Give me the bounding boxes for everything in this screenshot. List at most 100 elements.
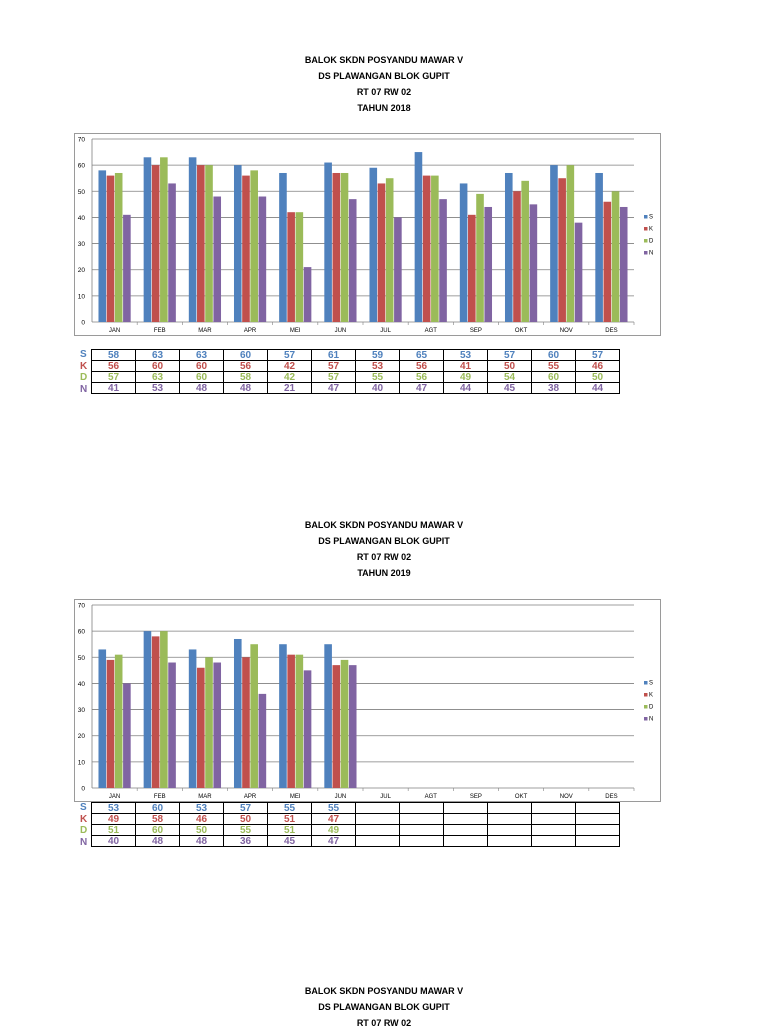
table-cell: 48 (179, 382, 224, 394)
table-cell: 60 (531, 371, 576, 383)
legend-swatch-n (644, 251, 648, 255)
table-row: 51 60 50 55 51 49 (91, 824, 620, 836)
row-label-s: S (80, 802, 87, 813)
legend-label-d: D (649, 239, 654, 245)
table-cell (399, 835, 444, 847)
table-cell: 53 (179, 802, 224, 814)
table-cell: 57 (575, 349, 620, 361)
chart-title-block: BALOK SKDN POSYANDU MAWAR V DS PLAWANGAN… (0, 517, 768, 581)
bar-n-jun (348, 199, 357, 322)
bar-n-mar (213, 662, 222, 788)
bar-s-des (595, 172, 603, 322)
title-line-4: TAHUN 2019 (357, 568, 411, 578)
x-tick-label: MEI (290, 794, 301, 800)
table-cell: 42 (267, 360, 312, 372)
table-cell: 60 (135, 802, 180, 814)
table-cell: 47 (311, 382, 356, 394)
bar-k-feb (151, 165, 160, 322)
x-tick-label: JUL (380, 794, 391, 800)
table-cell: 58 (135, 813, 180, 825)
bar-s-jan (98, 649, 107, 788)
bar-k-feb (151, 636, 160, 788)
bar-n-des (619, 206, 628, 322)
row-label-k: K (80, 813, 88, 825)
table-cell: 57 (223, 802, 268, 814)
table-cell: 60 (135, 824, 180, 836)
x-tick-label: JAN (109, 328, 120, 334)
table-cell (355, 813, 400, 825)
table-cell: 44 (443, 382, 488, 394)
table-cell (399, 813, 444, 825)
bar-k-jun (332, 665, 341, 788)
bar-d-jun (340, 172, 349, 322)
legend-label-s: S (649, 215, 653, 221)
x-tick-label: JAN (109, 794, 120, 800)
row-label-d: D (80, 825, 88, 836)
title-line-1: BALOK SKDN POSYANDU MAWAR V (304, 986, 464, 996)
table-cell: 63 (179, 349, 224, 361)
x-tick-label: MAR (198, 328, 212, 334)
table-cell: 50 (487, 360, 532, 372)
table-cell: 65 (399, 349, 444, 361)
table-cell: 57 (267, 349, 312, 361)
y-tick-label: 10 (78, 759, 86, 766)
table-cell (443, 824, 488, 836)
row-label-k: K (80, 360, 88, 372)
table-cell (487, 835, 532, 847)
table-cell: 45 (487, 382, 532, 394)
title-line-4: TAHUN 2018 (357, 103, 411, 113)
title-line-3: RT 07 RW 02 (356, 552, 412, 562)
x-tick-label: APR (244, 328, 257, 334)
table-cell: 45 (267, 835, 312, 847)
bar-d-jul (385, 178, 394, 322)
table-cell: 57 (311, 360, 356, 372)
table-cell (399, 824, 444, 836)
chart-title-block-3: BALOK SKDN POSYANDU MAWAR V DS PLAWANGAN… (0, 983, 768, 1031)
table-cell: 56 (223, 360, 268, 372)
table-cell (355, 835, 400, 847)
bar-d-mar (205, 165, 213, 322)
table-cell (531, 802, 576, 814)
bar-s-feb (143, 631, 152, 788)
y-tick-label: 20 (78, 267, 86, 274)
table-cell: 55 (267, 802, 312, 814)
x-tick-label: JUN (335, 328, 347, 334)
table-row: 53 60 53 57 55 55 (91, 802, 620, 814)
table-cell: 49 (311, 824, 356, 836)
bar-k-des (603, 201, 612, 322)
bar-n-mei (303, 267, 312, 322)
y-tick-label: 50 (78, 189, 86, 196)
legend-swatch-s (644, 215, 648, 219)
bar-s-nov (550, 165, 558, 322)
table-cell: 60 (223, 349, 268, 361)
table-cell: 44 (575, 382, 620, 394)
table-cell: 55 (311, 802, 356, 814)
bar-k-jun (332, 172, 341, 322)
title-line-2: DS PLAWANGAN BLOK GUPIT (318, 1002, 450, 1012)
table-cell: 41 (91, 382, 136, 394)
x-tick-label: JUL (380, 328, 391, 334)
bar-d-feb (160, 631, 168, 788)
bar-n-jul (394, 217, 402, 322)
x-tick-label: NOV (560, 794, 573, 800)
x-tick-label: FEB (154, 794, 166, 800)
table-cell: 58 (91, 349, 136, 361)
table-cell (575, 824, 620, 836)
table-cell: 49 (91, 813, 136, 825)
table-cell: 60 (135, 360, 180, 372)
table-cell: 38 (531, 382, 576, 394)
bar-s-okt (504, 172, 513, 322)
table-cell (355, 824, 400, 836)
y-tick-label: 30 (78, 241, 86, 248)
table-row: 41 53 48 48 21 47 40 47 44 45 38 44 (91, 382, 620, 394)
table-cell (487, 813, 532, 825)
title-line-2: DS PLAWANGAN BLOK GUPIT (318, 536, 450, 546)
table-cell (531, 813, 576, 825)
table-cell: 51 (267, 824, 312, 836)
bar-d-jan (114, 654, 123, 788)
x-tick-label: MAR (198, 794, 212, 800)
table-cell: 63 (135, 371, 180, 383)
title-line-1: BALOK SKDN POSYANDU MAWAR V (304, 520, 464, 530)
bar-k-jan (106, 659, 115, 788)
table-cell: 60 (179, 360, 224, 372)
